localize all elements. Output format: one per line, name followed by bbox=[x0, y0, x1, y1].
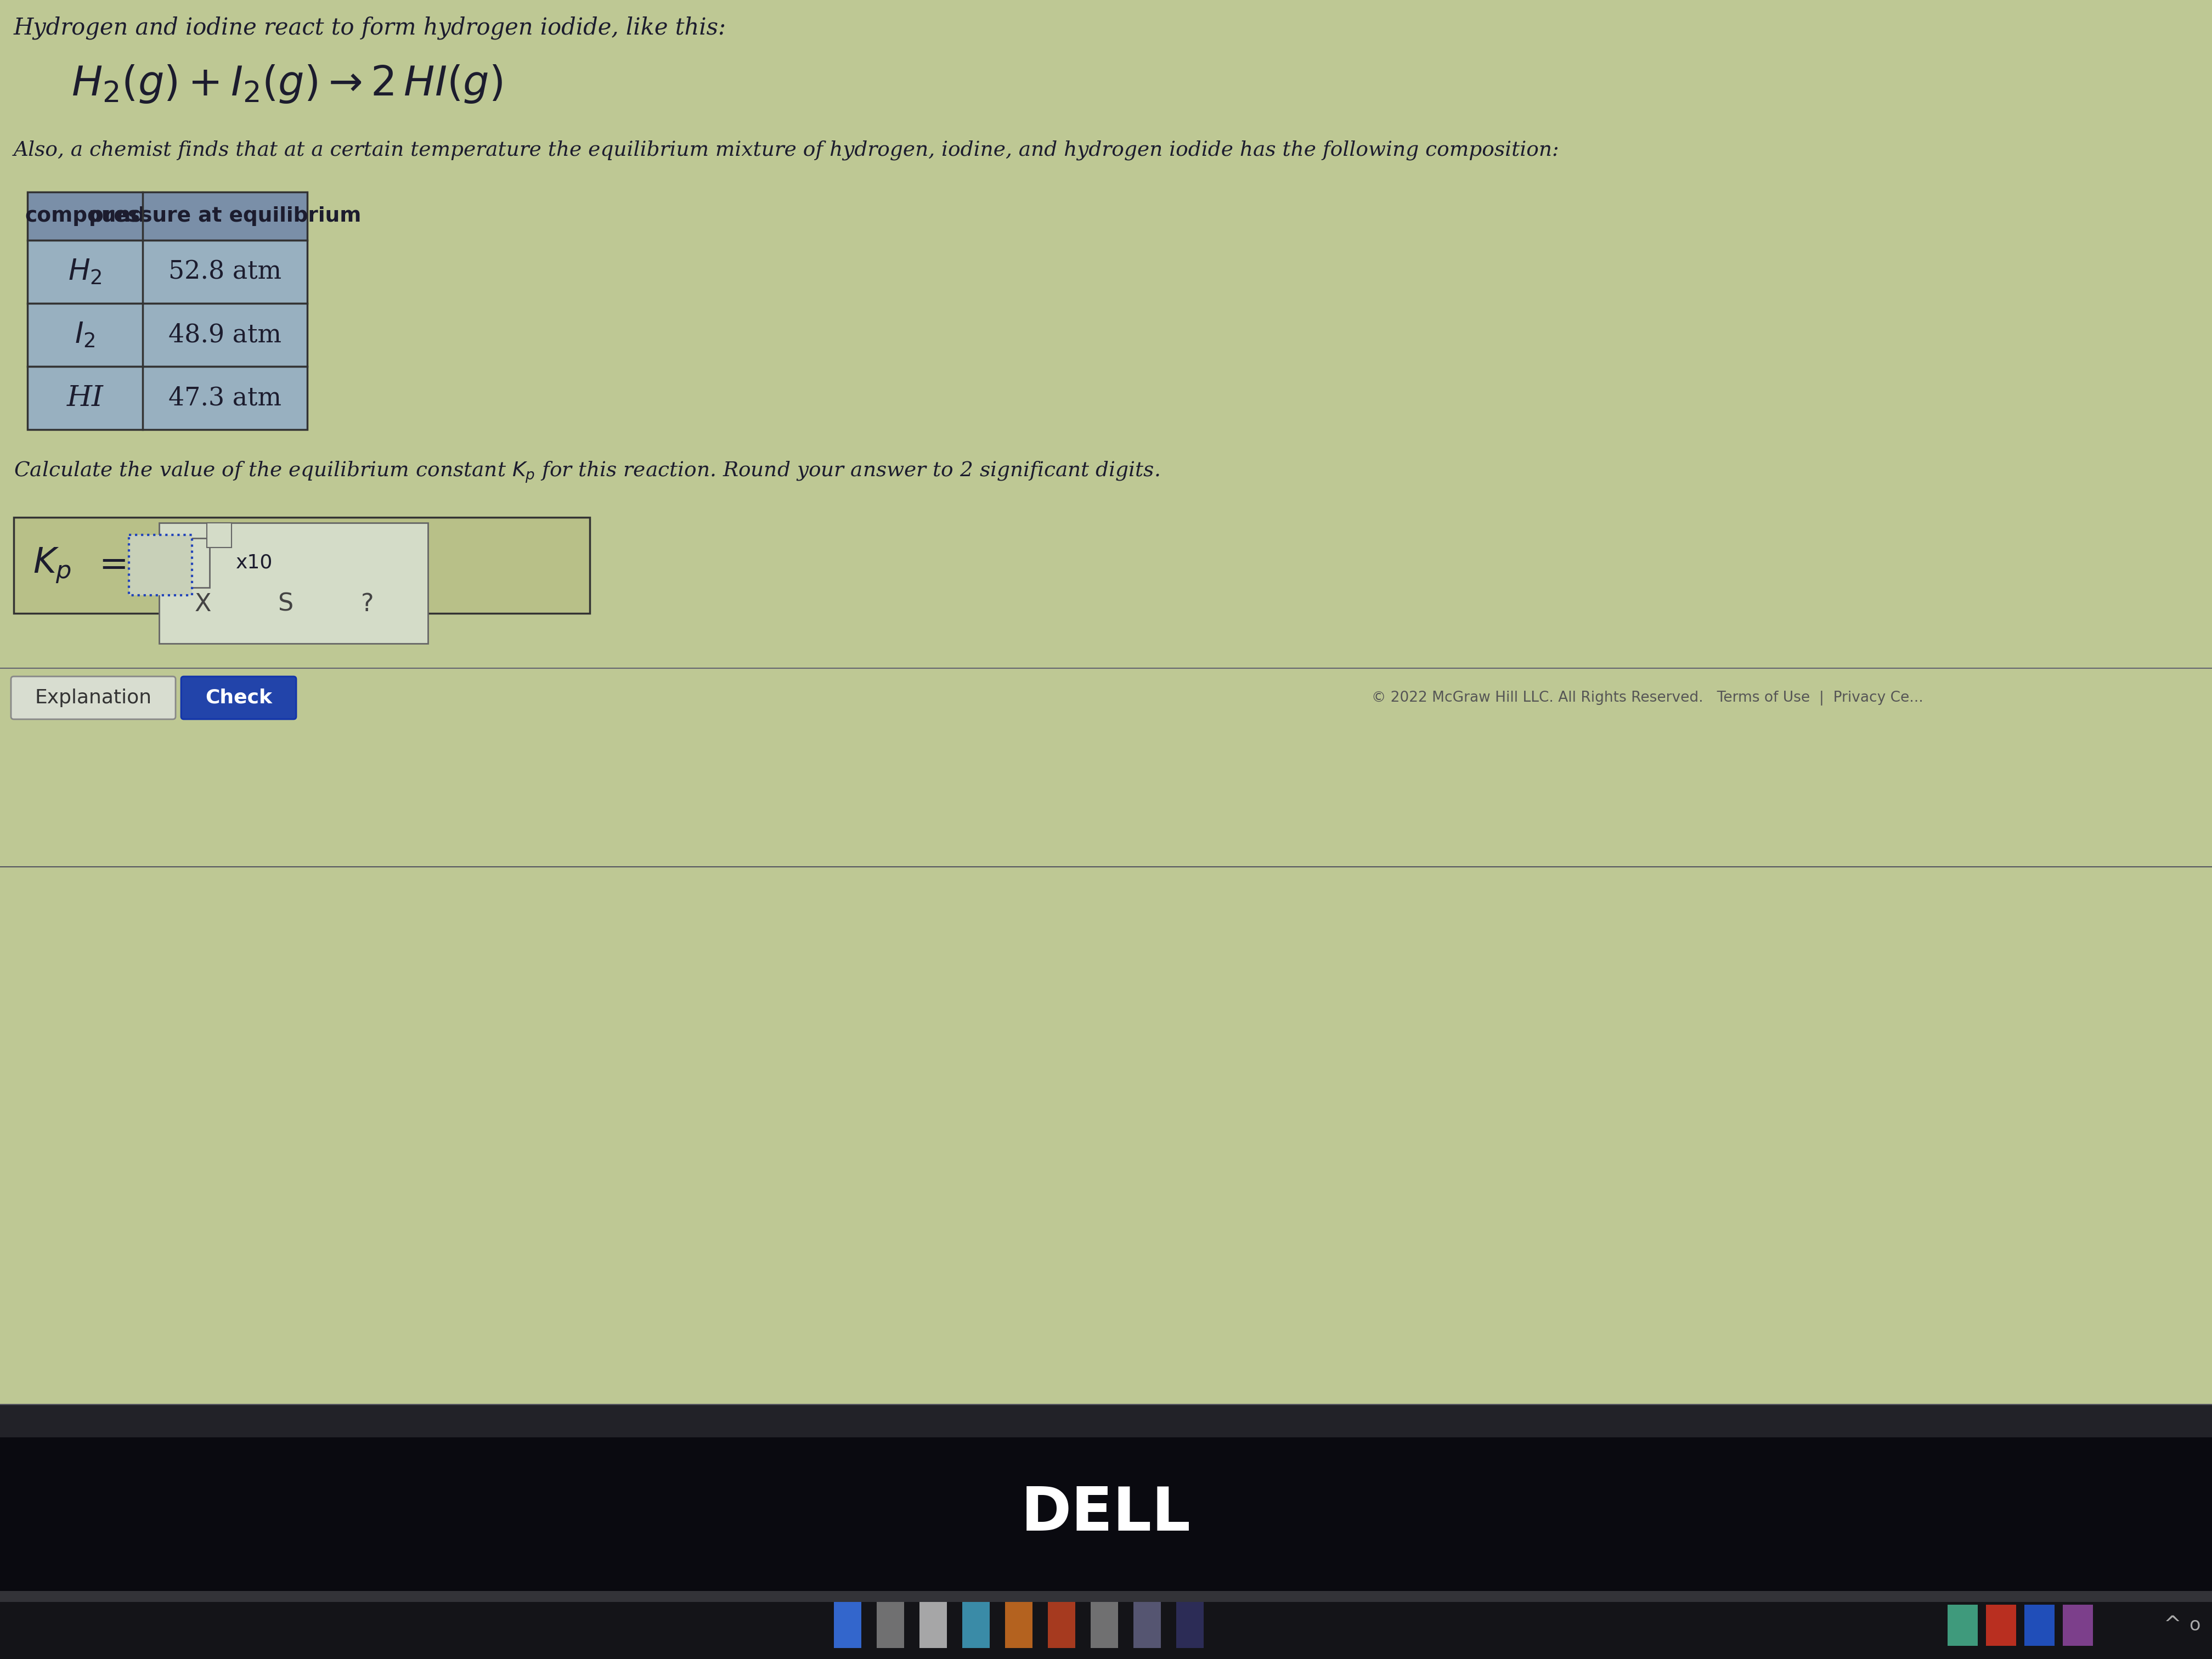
Text: S: S bbox=[276, 592, 292, 615]
Text: © 2022 McGraw Hill LLC. All Rights Reserved.   Terms of Use  |  Privacy Ce...: © 2022 McGraw Hill LLC. All Rights Reser… bbox=[1371, 690, 1922, 705]
Bar bbox=[27, 367, 307, 430]
Text: DELL: DELL bbox=[1022, 1485, 1190, 1543]
Text: X: X bbox=[195, 592, 212, 615]
Bar bbox=[0, 1591, 2212, 1659]
Text: $\mathit{H_2(g) + I_2(g) \rightarrow 2\,HI(g)}$: $\mathit{H_2(g) + I_2(g) \rightarrow 2\,… bbox=[71, 63, 502, 105]
Bar bbox=[27, 304, 307, 367]
Text: $I_2$: $I_2$ bbox=[75, 320, 95, 348]
Text: ^: ^ bbox=[2163, 1614, 2181, 1636]
Text: $H_2$: $H_2$ bbox=[69, 257, 102, 285]
Text: Check: Check bbox=[206, 688, 272, 707]
Bar bbox=[1091, 1603, 1117, 1647]
Text: Explanation: Explanation bbox=[35, 688, 153, 707]
Bar bbox=[208, 523, 232, 547]
Bar bbox=[1177, 1603, 1203, 1647]
Text: 52.8 atm: 52.8 atm bbox=[168, 259, 281, 284]
Bar bbox=[2064, 1604, 2093, 1646]
Text: =: = bbox=[100, 549, 128, 582]
Text: ?: ? bbox=[361, 592, 374, 615]
Bar bbox=[1986, 1604, 2015, 1646]
Bar bbox=[2024, 1604, 2055, 1646]
Bar bbox=[834, 1603, 860, 1647]
Bar bbox=[834, 1603, 860, 1647]
Text: pressure at equilibrium: pressure at equilibrium bbox=[88, 206, 361, 226]
Bar bbox=[0, 1591, 2212, 1603]
Text: $K_p$: $K_p$ bbox=[33, 546, 71, 584]
Bar bbox=[159, 523, 427, 644]
Text: Calculate the value of the equilibrium constant $K_p$ for this reaction. Round y: Calculate the value of the equilibrium c… bbox=[13, 460, 1159, 484]
Bar bbox=[13, 518, 591, 614]
Text: HI: HI bbox=[66, 383, 104, 411]
Bar bbox=[1004, 1603, 1033, 1647]
Text: Also, a chemist finds that at a certain temperature the equilibrium mixture of h: Also, a chemist finds that at a certain … bbox=[13, 139, 1559, 159]
Bar bbox=[1133, 1603, 1161, 1647]
Bar bbox=[128, 534, 192, 596]
Bar bbox=[876, 1603, 905, 1647]
FancyBboxPatch shape bbox=[11, 677, 175, 720]
Bar bbox=[1947, 1604, 1978, 1646]
Bar bbox=[170, 538, 210, 587]
Bar bbox=[0, 1437, 2212, 1591]
Text: compound: compound bbox=[24, 206, 146, 226]
Bar bbox=[27, 192, 307, 241]
Bar bbox=[27, 241, 307, 304]
Text: 48.9 atm: 48.9 atm bbox=[168, 322, 281, 347]
Bar bbox=[920, 1603, 947, 1647]
Text: x10: x10 bbox=[237, 554, 272, 572]
Text: 47.3 atm: 47.3 atm bbox=[168, 385, 281, 410]
Text: o: o bbox=[2190, 1616, 2201, 1634]
FancyBboxPatch shape bbox=[181, 677, 296, 720]
Bar bbox=[1048, 1603, 1075, 1647]
Bar bbox=[962, 1603, 989, 1647]
Text: Hydrogen and iodine react to form hydrogen iodide, like this:: Hydrogen and iodine react to form hydrog… bbox=[13, 17, 726, 40]
Bar bbox=[0, 1405, 2212, 1437]
